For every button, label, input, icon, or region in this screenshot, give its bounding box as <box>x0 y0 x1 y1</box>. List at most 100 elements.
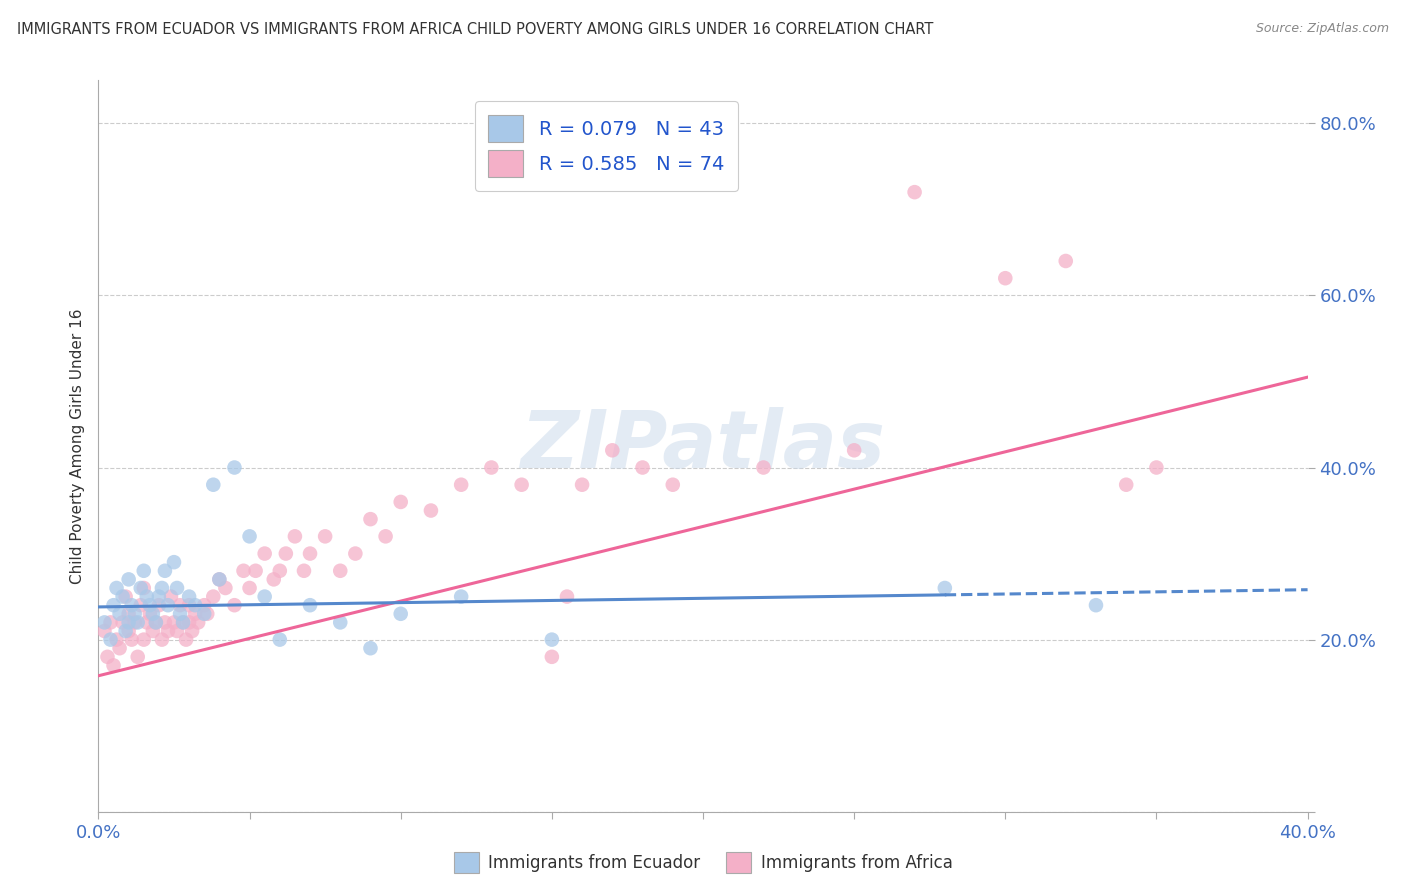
Point <box>450 477 472 491</box>
Point <box>163 555 186 569</box>
Point <box>124 607 146 621</box>
Point <box>124 615 146 630</box>
Point <box>142 607 165 621</box>
Point <box>163 615 186 630</box>
Point <box>156 598 179 612</box>
Point <box>96 649 118 664</box>
Point <box>105 632 128 647</box>
Point <box>172 615 194 630</box>
Point <box>160 590 183 604</box>
Point <box>111 590 134 604</box>
Point <box>103 598 125 612</box>
Point <box>1054 254 1077 268</box>
Point <box>187 615 209 630</box>
Point <box>299 547 322 561</box>
Point <box>269 564 291 578</box>
Point <box>179 615 201 630</box>
Point <box>129 598 152 612</box>
Point <box>179 590 201 604</box>
Point <box>132 632 155 647</box>
Point <box>108 607 131 621</box>
Point <box>389 607 412 621</box>
Point <box>239 581 262 595</box>
Point <box>904 185 927 199</box>
Point <box>224 598 246 612</box>
Point <box>118 607 141 621</box>
Point <box>135 615 157 630</box>
Point <box>169 598 191 612</box>
Point <box>329 564 352 578</box>
Point <box>139 598 162 612</box>
Point <box>274 547 297 561</box>
Point <box>239 529 262 543</box>
Point <box>129 581 152 595</box>
Point <box>202 477 225 491</box>
Point <box>181 624 204 638</box>
Point <box>389 495 412 509</box>
Point <box>253 590 276 604</box>
Point <box>450 590 472 604</box>
Text: Source: ZipAtlas.com: Source: ZipAtlas.com <box>1256 22 1389 36</box>
Point <box>148 590 170 604</box>
Point <box>245 564 267 578</box>
Point <box>195 607 218 621</box>
Point <box>148 598 170 612</box>
Point <box>571 477 593 491</box>
Y-axis label: Child Poverty Among Girls Under 16: Child Poverty Among Girls Under 16 <box>69 309 84 583</box>
Point <box>121 632 143 647</box>
Point <box>360 641 382 656</box>
Point <box>166 581 188 595</box>
Point <box>232 564 254 578</box>
Point <box>121 598 143 612</box>
Point <box>299 598 322 612</box>
Point <box>292 564 315 578</box>
Point <box>142 624 165 638</box>
Point <box>156 624 179 638</box>
Point <box>172 615 194 630</box>
Point <box>105 581 128 595</box>
Point <box>224 460 246 475</box>
Point <box>193 607 215 621</box>
Point <box>100 615 122 630</box>
Point <box>1144 460 1167 475</box>
Point <box>994 271 1017 285</box>
Point <box>555 590 578 604</box>
Legend: Immigrants from Ecuador, Immigrants from Africa: Immigrants from Ecuador, Immigrants from… <box>447 846 959 880</box>
Point <box>314 529 336 543</box>
Text: ZIPatlas: ZIPatlas <box>520 407 886 485</box>
Point <box>145 615 167 630</box>
Point <box>118 573 141 587</box>
Point <box>174 632 197 647</box>
Point <box>145 615 167 630</box>
Point <box>661 477 683 491</box>
Point <box>103 658 125 673</box>
Point <box>844 443 866 458</box>
Point <box>139 607 162 621</box>
Point <box>631 460 654 475</box>
Point <box>93 615 115 630</box>
Point <box>111 615 134 630</box>
Point <box>481 460 503 475</box>
Point <box>153 564 176 578</box>
Point <box>153 615 176 630</box>
Point <box>208 573 231 587</box>
Point <box>602 443 624 458</box>
Point <box>934 581 956 595</box>
Point <box>329 615 352 630</box>
Point <box>540 632 562 647</box>
Point <box>166 624 188 638</box>
Point <box>118 615 141 630</box>
Point <box>360 512 382 526</box>
Legend: R = 0.079   N = 43, R = 0.585   N = 74: R = 0.079 N = 43, R = 0.585 N = 74 <box>475 101 738 191</box>
Point <box>114 624 136 638</box>
Point <box>100 632 122 647</box>
Point <box>150 632 173 647</box>
Point <box>184 598 207 612</box>
Point <box>344 547 367 561</box>
Point <box>752 460 775 475</box>
Point <box>208 573 231 587</box>
Point <box>420 503 443 517</box>
Point <box>114 590 136 604</box>
Point <box>184 607 207 621</box>
Point <box>179 598 201 612</box>
